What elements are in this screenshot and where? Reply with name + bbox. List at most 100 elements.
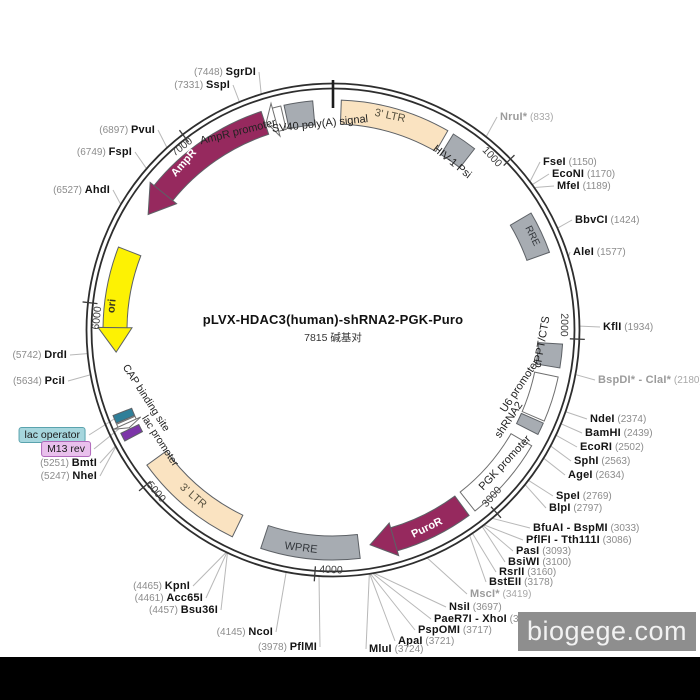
leader-line: [318, 576, 321, 648]
leader-line: [483, 525, 514, 552]
restriction-site-label-bsu36i: (4457) Bsu36I: [149, 604, 218, 616]
feature-ampr-promoter: [265, 101, 287, 138]
leader-line: [232, 84, 240, 102]
feature-puror: [369, 495, 470, 557]
restriction-site-label-bmti: (5251) BmtI: [40, 457, 97, 469]
tick-mark-1000: [503, 154, 515, 167]
leader-line: [485, 116, 498, 137]
leader-line: [99, 446, 116, 464]
feature-wpre: [260, 524, 361, 561]
watermark: biogege.com: [518, 612, 696, 651]
restriction-site-label-pvui: (6897) PvuI: [99, 124, 155, 136]
restriction-site-label-nhei: (5247) NheI: [40, 470, 97, 482]
restriction-site-label-sphi: SphI (2563): [574, 455, 631, 467]
restriction-site-label-acc65i: (4461) Acc65I: [134, 592, 203, 604]
restriction-site-label-pspomi: PspOMI (3717): [418, 624, 492, 636]
leader-line: [69, 353, 88, 356]
leader-line: [529, 161, 541, 182]
feature-label-ori: ori: [105, 298, 118, 313]
leader-line: [157, 129, 168, 148]
restriction-site-label-bsteii: BstEII (3178): [489, 576, 554, 588]
bottom-black-bar: [0, 657, 700, 700]
tick-mark-3000: [490, 506, 502, 519]
restriction-site-label-bamhi: BamHI (2439): [585, 427, 653, 439]
tick-mark-2000: [569, 338, 585, 341]
leader-line: [93, 426, 123, 450]
feature-ampr: [147, 110, 270, 216]
leader-line: [372, 573, 432, 620]
leader-line: [528, 480, 554, 497]
leader-line: [220, 553, 228, 611]
leader-line: [67, 374, 91, 382]
leader-line: [561, 423, 583, 434]
restriction-site-label-nsii: NsiI (3697): [449, 601, 502, 613]
feature-hiv-1-psi: [440, 133, 476, 169]
restriction-site-label-ncoi: (4145) NcoI: [216, 626, 273, 638]
leader-line: [550, 445, 572, 462]
feature-shrna2: [515, 412, 544, 436]
restriction-site-label-msci: MscI* (3419): [470, 588, 532, 600]
restriction-site-label-ahdi: (6527) AhdI: [53, 184, 110, 196]
feature-ori: [97, 246, 142, 353]
restriction-site-label-kfli: KflI (1934): [603, 321, 654, 333]
feature-lac-promoter: [120, 423, 144, 442]
restriction-site-label-bsiwi: BsiWI (3100): [508, 556, 572, 568]
callout-m13-rev: M13 rev: [41, 441, 91, 457]
restriction-site-label-ndei: NdeI (2374): [590, 413, 647, 425]
leader-line: [565, 411, 588, 420]
leader-line: [112, 189, 121, 205]
tick-label-4000: 4000: [319, 564, 343, 577]
leader-line: [258, 71, 262, 94]
feature-m13-rev: [113, 415, 142, 430]
callout-lac-operator: lac operator: [18, 427, 86, 443]
restriction-site-label-bbvci: BbvCI (1424): [575, 214, 640, 226]
leader-line: [532, 173, 550, 185]
leader-line: [557, 219, 573, 229]
leader-line: [525, 484, 547, 509]
restriction-site-label-kpni: (4465) KpnI: [133, 580, 190, 592]
leader-line: [374, 573, 447, 608]
leader-line: [556, 434, 578, 448]
leader-line: [481, 526, 506, 563]
restriction-site-label-blpi: BlpI (2797): [549, 502, 603, 514]
leader-line: [575, 374, 596, 381]
leader-line: [427, 557, 468, 595]
tick-mark-4000: [313, 566, 317, 582]
restriction-site-label-apai: ApaI (3721): [398, 635, 455, 647]
feature-u6-promoter: [521, 371, 559, 422]
feature-cppt-cts: [535, 342, 564, 369]
feature-rre: [509, 212, 551, 262]
feature-sv40-poly-a-signal: [283, 100, 316, 130]
restriction-site-label-bfuai-bspmi: BfuAI - BspMI (3033): [533, 522, 640, 534]
feature-pgk-promoter: [459, 433, 533, 512]
leader-line: [275, 572, 287, 633]
restriction-site-label-mlui: MluI (3724): [369, 643, 424, 655]
restriction-site-label-mfei: MfeI (1189): [557, 180, 611, 192]
tick-label-2000: 2000: [558, 313, 570, 337]
restriction-site-label-sgrdi: (7448) SgrDI: [193, 66, 256, 78]
restriction-site-label-drdi: (5742) DrdI: [12, 349, 67, 361]
leader-line: [205, 552, 228, 599]
restriction-site-label-fsei: FseI (1150): [543, 156, 597, 168]
plasmid-size-bp: 7815 碱基对: [304, 332, 362, 344]
leader-line: [88, 416, 119, 436]
leader-line: [579, 325, 601, 328]
restriction-site-label-ecori: EcoRI (2502): [580, 441, 644, 453]
feature-label-wpre: WPRE: [284, 540, 318, 556]
feature-3-ltr: [146, 450, 244, 538]
restriction-site-label-agei: AgeI (2634): [568, 469, 625, 481]
leader-line: [568, 251, 571, 257]
leader-line: [472, 533, 497, 573]
restriction-site-label-pasi: PasI (3093): [516, 545, 572, 557]
restriction-site-label-fspi: (6749) FspI: [76, 146, 132, 158]
leader-line: [99, 446, 116, 477]
tick-mark-7000: [178, 129, 190, 143]
tick-mark-6000: [82, 301, 98, 305]
restriction-site-label-pcii: (5634) PciI: [12, 375, 65, 387]
restriction-site-label-spei: SpeI (2769): [556, 490, 612, 502]
leader-line: [370, 573, 416, 631]
plasmid-title-block: pLVX-HDAC3(human)-shRNA2-PGK-Puro 7815 碱…: [173, 312, 493, 345]
restriction-site-label-bspdi-clai: BspDI* - ClaI* (2180): [598, 374, 700, 386]
